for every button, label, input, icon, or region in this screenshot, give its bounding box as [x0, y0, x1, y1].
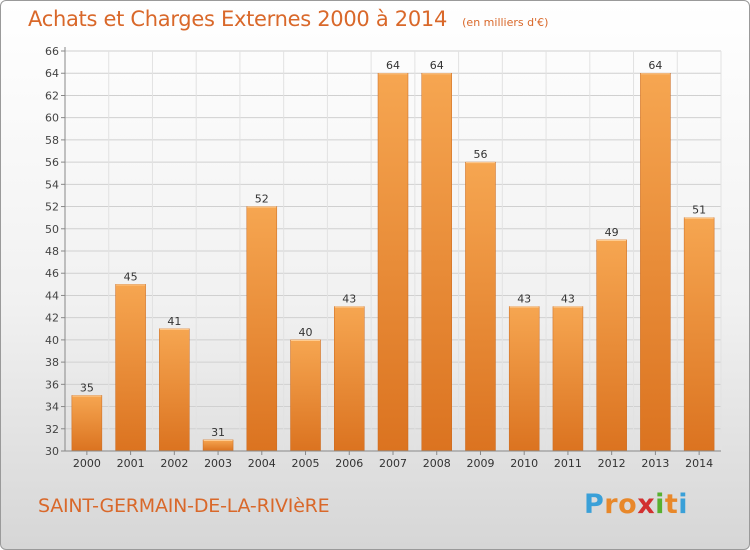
y-tick-label: 32 [45, 423, 59, 436]
data-label: 31 [211, 426, 225, 439]
data-label: 49 [605, 226, 619, 239]
y-tick-label: 50 [45, 223, 59, 236]
y-tick-label: 58 [45, 134, 59, 147]
y-tick-label: 60 [45, 112, 59, 125]
x-tick-label: 2000 [73, 457, 101, 470]
x-tick-label: 2012 [598, 457, 626, 470]
x-tick-label: 2006 [335, 457, 363, 470]
chart-title: Achats et Charges Externes 2000 à 2014 [28, 7, 448, 31]
y-tick-label: 54 [45, 178, 59, 191]
data-label: 40 [299, 326, 313, 339]
y-tick-label: 48 [45, 245, 59, 258]
y-tick-label: 36 [45, 378, 59, 391]
bar-2014 [683, 217, 715, 452]
x-tick-label: 2013 [641, 457, 669, 470]
bar-2010 [508, 306, 540, 452]
bar-2011 [552, 306, 584, 452]
bar-2001 [115, 284, 146, 452]
bar-2005 [290, 339, 321, 452]
bar-2003 [202, 439, 234, 452]
x-tick-label: 2002 [160, 457, 188, 470]
data-label: 43 [561, 293, 575, 306]
y-tick-label: 44 [45, 289, 59, 302]
y-tick-label: 42 [45, 312, 59, 325]
logo-letter: P [584, 489, 605, 520]
logo-letter: t [664, 489, 679, 520]
bar-2000 [71, 395, 103, 452]
data-label: 52 [255, 193, 269, 206]
bar-2013 [640, 72, 671, 452]
data-label: 64 [386, 59, 400, 72]
logo-letter: r [604, 489, 619, 520]
logo-letter: i [655, 489, 665, 520]
data-label: 64 [648, 59, 662, 72]
x-tick-label: 2009 [466, 457, 494, 470]
data-label: 43 [342, 293, 356, 306]
logo-letter: x [637, 489, 656, 520]
bar-2012 [596, 239, 627, 452]
y-tick-label: 62 [45, 89, 59, 102]
data-label: 43 [517, 293, 531, 306]
y-tick-label: 52 [45, 201, 59, 214]
proxiti-logo: Proxiti [584, 489, 688, 520]
y-tick-label: 34 [45, 401, 59, 414]
data-label: 56 [473, 148, 487, 161]
bars: 35 45 41 31 52 40 43 64 64 56 43 43 49 64 51 [71, 59, 715, 452]
data-label: 35 [80, 381, 94, 394]
x-tick-label: 2010 [510, 457, 538, 470]
bar-2006 [334, 306, 365, 452]
data-label: 64 [430, 59, 444, 72]
bar-2009 [465, 161, 496, 452]
x-tick-label: 2014 [685, 457, 713, 470]
y-tick-label: 56 [45, 156, 59, 169]
x-tick-label: 2004 [248, 457, 276, 470]
bar-2002 [159, 328, 190, 452]
y-tick-label: 30 [45, 445, 59, 458]
commune-name: SAINT-GERMAIN-DE-LA-RIVIèRE [38, 495, 330, 517]
x-tick-label: 2008 [423, 457, 451, 470]
axes: 30 32 34 36 38 40 42 44 46 48 50 52 54 56 58 60 62 64 66 20… [45, 45, 721, 470]
logo-letter: i [678, 489, 689, 520]
y-tick-label: 38 [45, 356, 59, 369]
y-tick-label: 66 [45, 45, 59, 58]
bar-2004 [246, 206, 278, 452]
x-tick-label: 2011 [554, 457, 582, 470]
data-label: 45 [124, 270, 138, 283]
chart-header: Achats et Charges Externes 2000 à 2014 (… [28, 7, 548, 31]
x-tick-label: 2007 [379, 457, 407, 470]
y-tick-label: 40 [45, 334, 59, 347]
y-tick-label: 64 [45, 67, 59, 80]
x-tick-label: 2005 [292, 457, 320, 470]
chart-unit-note: (en milliers d'€) [462, 16, 549, 29]
y-tick-label: 46 [45, 267, 59, 280]
x-tick-label: 2001 [117, 457, 145, 470]
x-tick-label: 2003 [204, 457, 232, 470]
bar-2008 [421, 72, 452, 452]
bar-2007 [377, 72, 409, 452]
data-label: 51 [692, 204, 706, 217]
data-label: 41 [167, 315, 181, 328]
logo-letter: o [618, 489, 638, 520]
